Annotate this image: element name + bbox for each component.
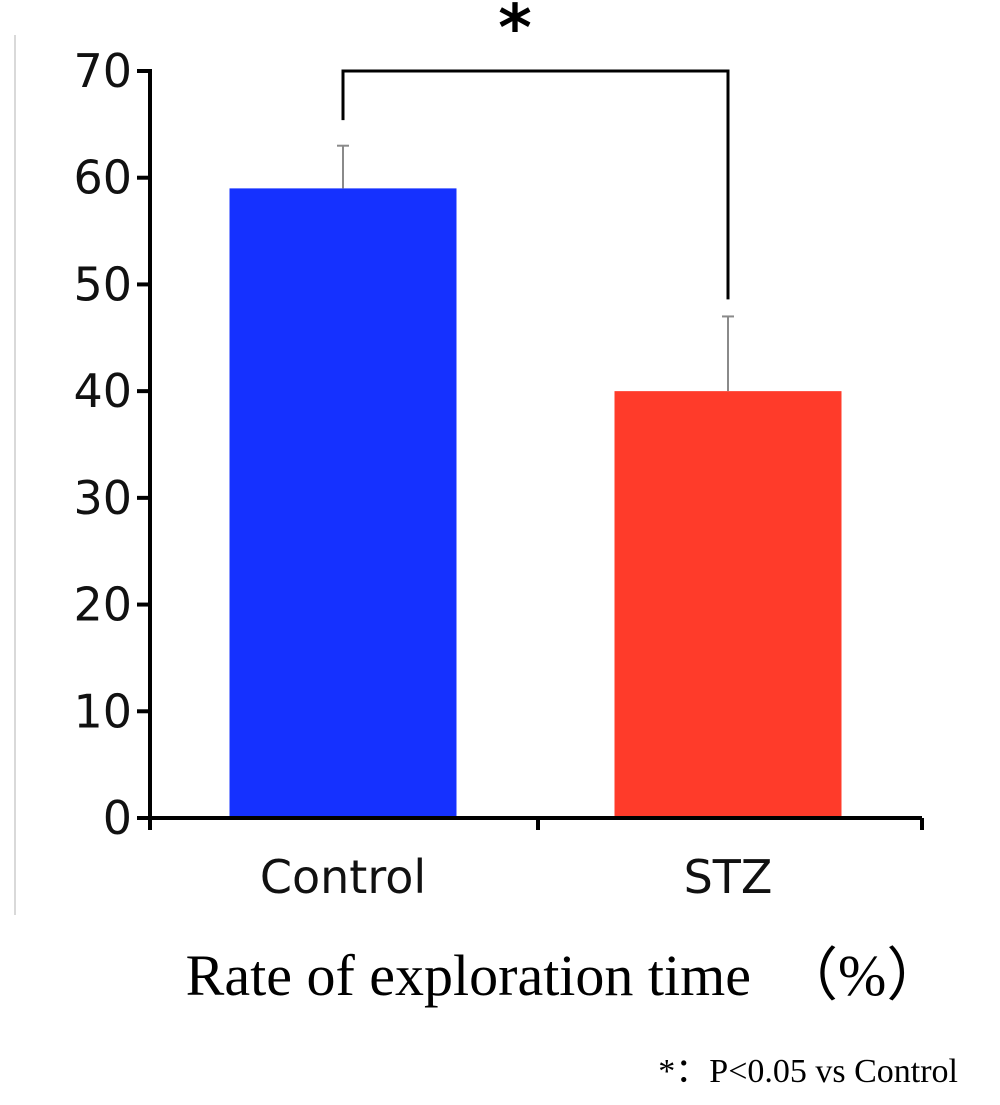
y-tick-label: 20 — [73, 578, 132, 632]
y-axis: 0 10 20 30 40 50 60 70 — [73, 44, 152, 845]
significance-bracket — [341, 69, 730, 300]
significance-bracket-line — [341, 69, 730, 300]
footnote: *：P<0.05 vs Control — [658, 1053, 958, 1090]
y-tick-label: 60 — [73, 151, 132, 205]
x-category-label: STZ — [684, 850, 773, 904]
x-axis-title: Rate of exploration time （%） — [186, 943, 945, 1008]
y-tick-label: 30 — [73, 471, 132, 525]
y-tick-label: 0 — [103, 791, 132, 845]
y-tick-label: 70 — [73, 44, 132, 98]
bars — [229, 188, 842, 818]
significance-marker: * — [498, 0, 531, 66]
y-tick-label: 10 — [73, 684, 132, 738]
x-axis: Control STZ — [148, 816, 924, 904]
bar-control — [229, 188, 457, 818]
x-category-label: Control — [260, 850, 426, 904]
bar-stz — [614, 391, 842, 818]
error-bars — [337, 144, 734, 392]
y-tick-label: 40 — [73, 364, 132, 418]
y-tick-label: 50 — [73, 257, 132, 311]
